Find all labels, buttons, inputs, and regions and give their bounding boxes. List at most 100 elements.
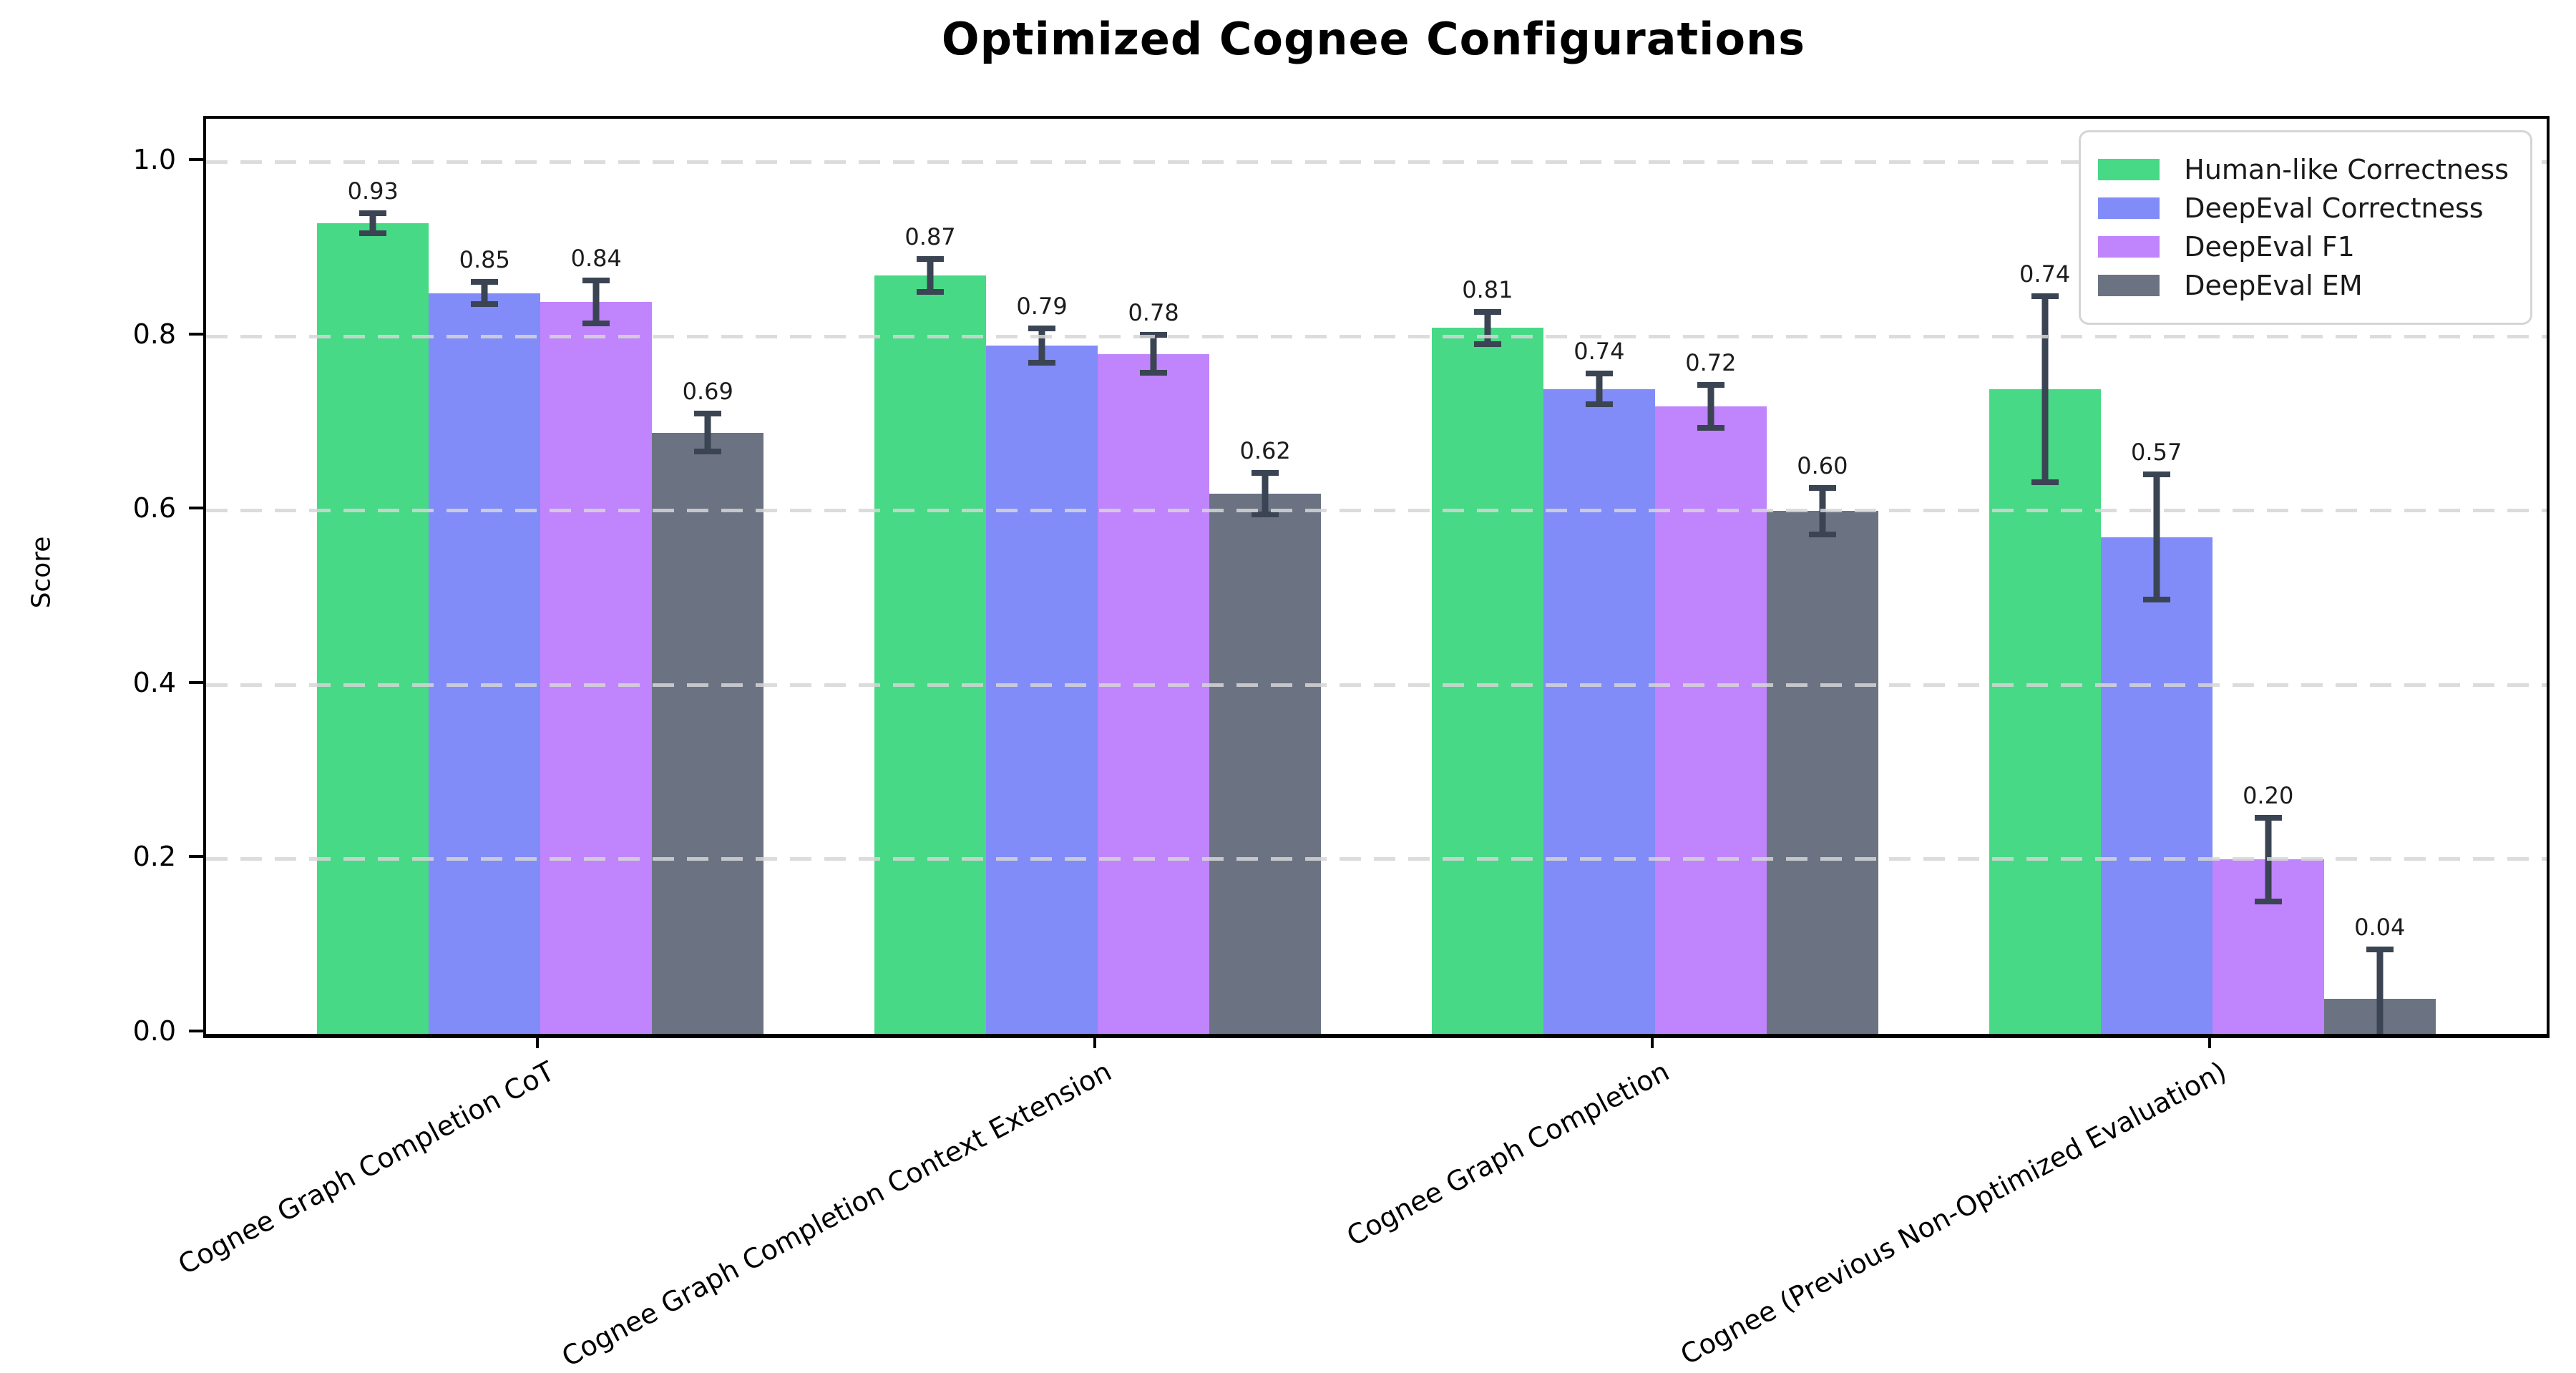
error-bar-cap-bottom	[1140, 370, 1168, 376]
legend-label: DeepEval Correctness	[2184, 192, 2484, 224]
error-bar	[1989, 293, 2101, 485]
bar-value-label: 0.62	[1239, 436, 1291, 464]
error-bar-line	[2376, 947, 2384, 1034]
chart-title: Optimized Cognee Configurations	[941, 13, 1806, 65]
bar-deepeval-em	[652, 432, 764, 1034]
legend-swatch-icon	[2098, 236, 2160, 258]
legend-row: DeepEval EM	[2098, 270, 2509, 301]
y-tick-label: 0.2	[132, 841, 176, 873]
bar-slot: 0.85	[429, 119, 541, 1034]
error-bar-line	[481, 279, 488, 308]
error-bar	[1543, 371, 1655, 408]
legend-swatch-icon	[2098, 197, 2160, 219]
error-bar	[540, 277, 652, 326]
error-bar	[1098, 332, 1209, 376]
x-tick-mark	[536, 1035, 540, 1048]
x-tick-label: Cognee (Previous Non-Optimized Evaluatio…	[1675, 1055, 2232, 1372]
error-bar-line	[1484, 308, 1491, 348]
plot-area: 0.93 0.85 0.84 0.69 0.87 0.79 0.78 0.62 0.81 0.74…	[203, 116, 2550, 1038]
y-tick-mark	[189, 680, 203, 684]
legend-swatch-icon	[2098, 275, 2160, 296]
error-bar	[652, 411, 763, 454]
x-tick-mark	[1650, 1035, 1654, 1048]
error-bar-cap-bottom	[1252, 511, 1279, 517]
error-bar-line	[1707, 381, 1714, 431]
bars-layer: 0.93 0.85 0.84 0.69 0.87 0.79 0.78 0.62 0.81 0.74…	[206, 119, 2547, 1034]
x-tick-mark	[1093, 1035, 1097, 1048]
bar-group-4: 0.74 0.57 0.20 0.04	[1989, 119, 2436, 1034]
bar-deepeval-em	[1766, 511, 1878, 1034]
x-tick-mark	[2207, 1035, 2211, 1048]
bar-human-like-correctness	[874, 275, 987, 1034]
error-bar	[1209, 469, 1321, 517]
chart-page: { "chart_data": { "type": "bar", "title"…	[26, 13, 2550, 1373]
error-bar	[986, 325, 1098, 366]
error-bar	[1432, 308, 1543, 348]
error-bar-cap-top	[1585, 371, 1613, 377]
y-tick-mark	[189, 332, 203, 336]
bar-deepeval-correctness	[1543, 389, 1655, 1034]
error-bar-cap-top	[1140, 332, 1168, 338]
y-tick-label: 1.0	[132, 143, 176, 175]
error-bar-cap-top	[1808, 484, 1836, 491]
error-bar	[429, 279, 540, 308]
bar-value-label: 0.04	[2354, 914, 2406, 942]
error-bar-cap-bottom	[1697, 425, 1724, 431]
error-bar-cap-bottom	[694, 448, 722, 454]
bar-value-label: 0.57	[2131, 439, 2182, 466]
y-tick-label: 0.0	[132, 1015, 176, 1047]
bar-slot: 0.72	[1654, 119, 1767, 1034]
legend-swatch-icon	[2098, 159, 2160, 180]
error-bar-cap-top	[1473, 308, 1501, 315]
error-bar	[1767, 484, 1878, 537]
bar-value-label: 0.20	[2243, 782, 2294, 810]
bar-slot: 0.60	[1766, 119, 1878, 1034]
error-bar-cap-top	[2366, 947, 2394, 953]
bar-deepeval-f1	[1654, 406, 1767, 1034]
bar-human-like-correctness	[1989, 389, 2101, 1034]
legend-row: Human-like Correctness	[2098, 154, 2509, 185]
error-bar-line	[592, 277, 600, 326]
bar-deepeval-correctness	[986, 345, 1098, 1034]
bar-slot: 0.87	[874, 119, 987, 1034]
error-bar-cap-bottom	[917, 289, 945, 295]
bar-slot: 0.62	[1209, 119, 1322, 1034]
error-bar-line	[2041, 293, 2049, 485]
bar-value-label: 0.69	[682, 378, 733, 406]
error-bar	[874, 256, 986, 295]
error-bar-cap-top	[582, 277, 610, 283]
bar-group-1: 0.93 0.85 0.84 0.69	[317, 119, 764, 1034]
bar-slot: 0.69	[652, 119, 764, 1034]
error-bar-cap-bottom	[1028, 359, 1056, 366]
bar-value-label: 0.81	[1462, 275, 1513, 303]
y-tick-mark	[189, 507, 203, 510]
error-bar-cap-bottom	[1808, 531, 1836, 537]
error-bar-cap-top	[694, 411, 722, 417]
error-bar-cap-top	[1028, 325, 1056, 331]
bar-deepeval-f1	[1098, 353, 1210, 1034]
error-bar-cap-bottom	[2031, 479, 2059, 485]
error-bar	[1655, 381, 1767, 431]
y-tick-label: 0.8	[132, 318, 176, 350]
error-bar-line	[369, 210, 376, 237]
legend-label: Human-like Correctness	[2184, 154, 2509, 185]
bar-group-3: 0.81 0.74 0.72 0.60	[1431, 119, 1878, 1034]
error-bar-line	[1819, 484, 1826, 537]
error-bar-cap-bottom	[471, 301, 499, 308]
bar-deepeval-correctness	[2100, 537, 2212, 1034]
bar-value-label: 0.72	[1685, 348, 1737, 376]
bar-human-like-correctness	[1431, 328, 1543, 1034]
y-tick-label: 0.6	[132, 492, 176, 524]
y-tick-mark	[189, 1030, 203, 1032]
bar-value-label: 0.74	[1574, 338, 1625, 366]
bar-value-label: 0.79	[1016, 292, 1068, 320]
bar-slot: 0.04	[2323, 119, 2436, 1034]
error-bar-cap-top	[359, 210, 387, 216]
bar-slot: 0.74	[1543, 119, 1655, 1034]
y-tick-label: 0.4	[132, 666, 176, 698]
bar-slot: 0.78	[1098, 119, 1210, 1034]
error-bar-cap-bottom	[1473, 341, 1501, 348]
bar-slot: 0.57	[2100, 119, 2212, 1034]
y-axis-label: Score	[26, 536, 57, 609]
error-bar-cap-bottom	[582, 320, 610, 326]
